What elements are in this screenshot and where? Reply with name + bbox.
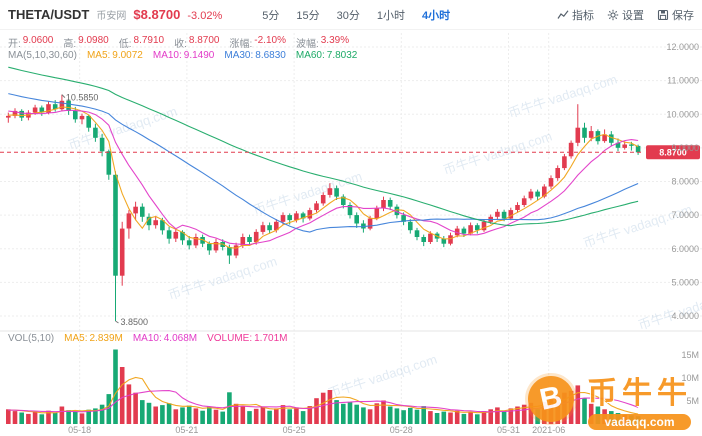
save-icon (657, 9, 669, 20)
tab-4hour[interactable]: 4小时 (421, 9, 451, 22)
ma-bar: MA(5,10,30,60) MA5: 9.0072 MA10: 9.1490 MA… (8, 50, 357, 61)
svg-text:12.0000: 12.0000 (666, 42, 699, 52)
symbol-title: THETA/USDT (8, 7, 90, 22)
watermark-domain: vadaqq.com (588, 414, 691, 430)
svg-text:币牛牛 vadaqq.com: 币牛牛 vadaqq.com (506, 72, 619, 121)
watermark-logo[interactable]: B 币牛牛 vadaqq.com (523, 368, 692, 430)
ma60-label: MA60: (295, 50, 325, 61)
tab-5min[interactable]: 5分 (262, 9, 280, 22)
ma5-label: MA5: (86, 50, 111, 61)
svg-text:2021-06: 2021-06 (532, 425, 565, 435)
last-price: $8.8700 (133, 7, 181, 22)
ma30-value: 8.6830 (255, 50, 286, 61)
close-value: 8.8700 (188, 35, 220, 46)
svg-text:10M: 10M (681, 373, 699, 383)
indicator-icon (557, 9, 569, 19)
svg-text:币牛牛 vadaqq.com: 币牛牛 vadaqq.com (636, 284, 702, 333)
volume-value: 1.701M (254, 333, 288, 344)
vol-ma10-label: MA10: (132, 333, 162, 344)
svg-text:9.0000: 9.0000 (671, 143, 699, 153)
svg-text:币牛牛 vadaqq.com: 币牛牛 vadaqq.com (441, 129, 554, 178)
price-change: -3.02% (187, 10, 223, 22)
exchange-label: 币安网 (96, 11, 127, 22)
open-label: 开: (8, 39, 21, 50)
high-value: 9.0980 (78, 35, 109, 46)
gear-icon (607, 9, 619, 20)
svg-text:5.0000: 5.0000 (671, 277, 699, 287)
svg-text:05-21: 05-21 (175, 425, 198, 435)
settings-button[interactable]: 设置 (607, 7, 644, 23)
indicators-button[interactable]: 指标 (557, 7, 594, 23)
svg-text:3.8500: 3.8500 (121, 317, 149, 327)
svg-text:6.0000: 6.0000 (671, 244, 699, 254)
vol-ma10-value: 4.068M (163, 333, 198, 344)
ma5-value: 9.0072 (112, 50, 143, 61)
svg-text:4.0000: 4.0000 (671, 311, 699, 321)
ohlc-bar: 开: 9.0600 高: 9.0980 低: 8.7910 收: 8.8700 涨幅: -… (8, 35, 349, 50)
svg-text:10.5850: 10.5850 (66, 93, 99, 103)
svg-text:05-28: 05-28 (390, 425, 413, 435)
svg-text:11.0000: 11.0000 (667, 76, 699, 86)
low-label: 低: (118, 39, 132, 50)
interval-tabs: 5分 15分 30分 1小时 4小时 (262, 7, 450, 23)
save-label: 保存 (672, 9, 694, 22)
volume-label: VOLUME: (207, 333, 253, 344)
change-pct-label: 涨幅: (229, 39, 253, 50)
indicators-label: 指标 (572, 9, 594, 22)
svg-text:05-31: 05-31 (497, 425, 520, 435)
tab-1hour[interactable]: 1小时 (376, 9, 405, 22)
ma30-label: MA30: (224, 50, 254, 61)
svg-text:8.8700: 8.8700 (659, 148, 687, 158)
save-button[interactable]: 保存 (657, 7, 694, 23)
svg-text:币牛牛 vadaqq.com: 币牛牛 vadaqq.com (166, 254, 279, 303)
change-pct-value: -2.10% (254, 35, 286, 46)
svg-text:8.0000: 8.0000 (671, 177, 699, 187)
close-label: 收: (174, 39, 187, 50)
symbol-group: THETA/USDT 币安网 $8.8700 -3.02% (8, 7, 222, 22)
bitcoin-icon: B (523, 371, 579, 427)
watermark-brand: 币牛牛 (587, 377, 692, 410)
ma10-value: 9.1490 (183, 50, 215, 61)
settings-label: 设置 (622, 9, 644, 22)
svg-text:05-18: 05-18 (68, 425, 91, 435)
svg-text:5M: 5M (686, 396, 699, 406)
ma60-value: 7.8032 (326, 50, 358, 61)
tab-15min[interactable]: 15分 (296, 9, 320, 22)
open-value: 9.0600 (22, 35, 54, 46)
top-bar: THETA/USDT 币安网 $8.8700 -3.02% 5分 15分 30分… (0, 0, 702, 30)
svg-text:10.0000: 10.0000 (666, 109, 699, 119)
svg-text:15M: 15M (681, 350, 699, 360)
svg-text:05-25: 05-25 (283, 425, 306, 435)
svg-text:7.0000: 7.0000 (671, 210, 699, 220)
vol-title: VOL(5,10) (8, 333, 55, 344)
high-label: 高: (63, 39, 77, 50)
tab-30min[interactable]: 30分 (336, 9, 360, 22)
watermark-text-group: 币牛牛 vadaqq.com (587, 368, 692, 430)
volume-bar: VOL(5,10) MA5: 2.839M MA10: 4.068M VOLUME:… (8, 333, 287, 344)
low-value: 8.7910 (133, 35, 165, 46)
amplitude-value: 3.39% (320, 35, 350, 46)
toolbar: 指标 设置 (557, 7, 694, 23)
ma10-label: MA10: (152, 50, 182, 61)
vol-ma5-value: 2.839M (89, 333, 123, 344)
svg-text:币牛牛 vadaqq.com: 币牛牛 vadaqq.com (326, 352, 439, 401)
amplitude-label: 波幅: (295, 39, 319, 50)
vol-ma5-label: MA5: (64, 333, 88, 344)
ma-title: MA(5,10,30,60) (8, 50, 77, 61)
